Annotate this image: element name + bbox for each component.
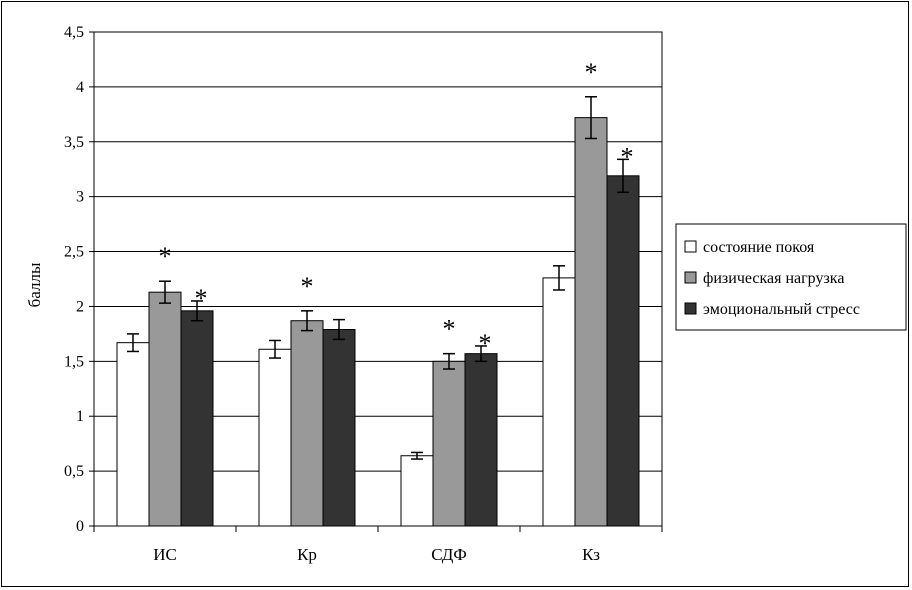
x-category-label: ИС [153, 545, 177, 564]
significance-marker: * [301, 272, 314, 301]
y-tick-label: 1 [76, 408, 84, 425]
y-tick-label: 4 [76, 79, 84, 96]
x-category-label: Кз [582, 545, 600, 564]
significance-marker: * [195, 284, 208, 313]
legend-swatch [684, 271, 697, 284]
bar [574, 117, 608, 527]
significance-marker: * [621, 142, 634, 171]
bar [464, 353, 498, 527]
y-tick-label: 3,5 [64, 134, 84, 151]
bar [322, 328, 356, 527]
y-tick-label: 2 [76, 298, 84, 315]
x-category-label: СДФ [431, 545, 467, 564]
legend-label: состояние покоя [703, 239, 815, 256]
y-tick-label: 0,5 [64, 463, 84, 480]
legend-box [675, 223, 907, 331]
y-tick-label: 4,5 [64, 24, 84, 41]
x-axis: ИС Кр СДФ Кз [93, 526, 663, 564]
bar [148, 291, 182, 527]
bar [290, 320, 324, 527]
bar [180, 310, 214, 527]
legend-swatch [684, 302, 697, 315]
y-tick-label: 1,5 [64, 353, 84, 370]
legend: состояние покоя физическая нагрузка эмоцио… [675, 223, 907, 331]
legend-swatch [684, 240, 697, 253]
bar [606, 175, 640, 527]
y-tick-label: 2,5 [64, 244, 84, 261]
y-axis-label: баллы [25, 262, 44, 307]
y-axis: 0 0,5 1 1,5 2 2,5 3 3,5 4 4,5 [64, 24, 94, 535]
significance-marker: * [479, 329, 492, 358]
bar [116, 342, 150, 527]
x-category-label: Кр [297, 545, 317, 564]
bar [432, 360, 466, 527]
significance-marker: * [443, 315, 456, 344]
significance-marker: * [585, 58, 598, 87]
bar [258, 348, 292, 527]
y-tick-label: 0 [76, 518, 84, 535]
y-tick-label: 3 [76, 189, 84, 206]
legend-label: физическая нагрузка [703, 270, 844, 287]
bar [542, 277, 576, 527]
bar [400, 455, 434, 527]
legend-label: эмоциональный стресс [703, 301, 860, 318]
significance-marker: * [159, 242, 172, 271]
bars: * * * * * * * [116, 58, 640, 527]
